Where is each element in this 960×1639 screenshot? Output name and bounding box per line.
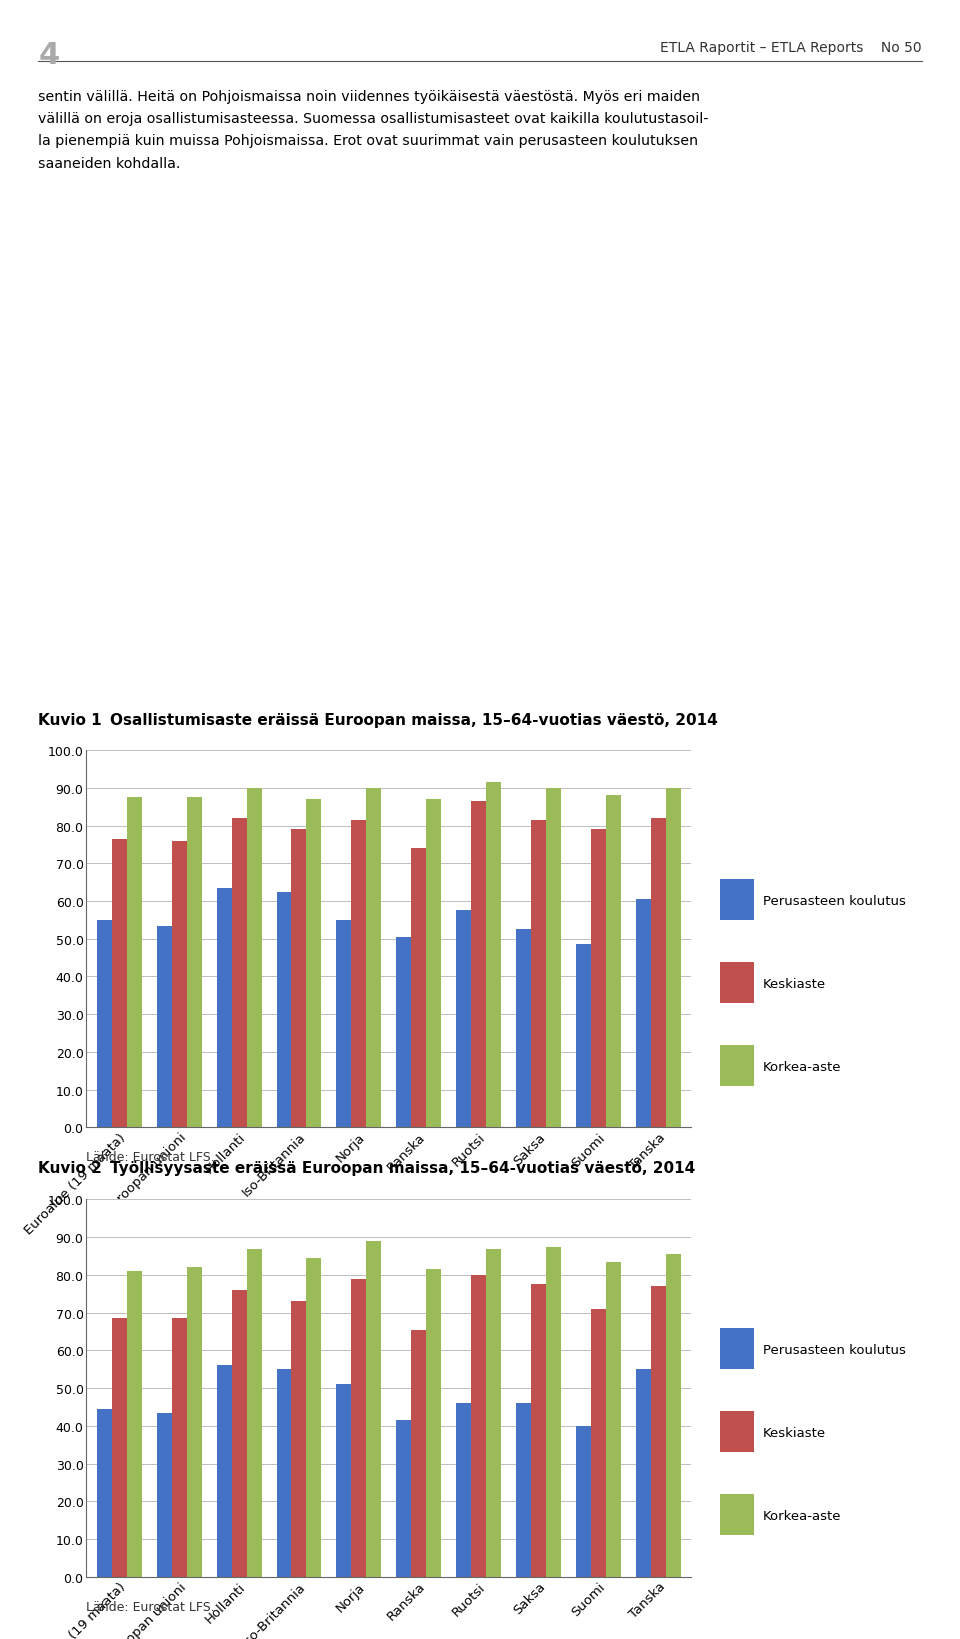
Bar (367, 1241, 381, 1577)
Bar (516, 1403, 531, 1577)
Bar (336, 921, 351, 1128)
Bar (172, 841, 186, 1128)
Bar (471, 1275, 486, 1577)
Text: la pienempiä kuin muissa Pohjoismaissa. Erot ovat suurimmat vain perusasteen kou: la pienempiä kuin muissa Pohjoismaissa. … (38, 134, 699, 149)
Bar (456, 911, 471, 1128)
Text: Korkea-aste: Korkea-aste (763, 1060, 842, 1074)
Bar (97, 921, 112, 1128)
Text: Perusasteen koulutus: Perusasteen koulutus (763, 1344, 906, 1355)
Bar (486, 1249, 501, 1577)
Bar (292, 829, 306, 1128)
Bar (576, 944, 591, 1128)
Bar (606, 1262, 621, 1577)
Bar (531, 821, 546, 1128)
Text: Kuvio 1: Kuvio 1 (38, 713, 102, 728)
Bar (651, 818, 665, 1128)
Bar (516, 929, 531, 1128)
Text: Lähde: Eurostat LFS.: Lähde: Eurostat LFS. (86, 1151, 215, 1164)
Text: ETLA Raportit – ETLA Reports    No 50: ETLA Raportit – ETLA Reports No 50 (660, 41, 922, 56)
Bar (606, 797, 621, 1128)
Bar (665, 788, 681, 1128)
Bar (576, 1426, 591, 1577)
Bar (367, 788, 381, 1128)
Bar (426, 800, 442, 1128)
Bar (546, 788, 561, 1128)
Bar (276, 1370, 292, 1577)
Text: 4: 4 (38, 41, 60, 70)
Text: Osallistumisaste eräissä Euroopan maissa, 15–64-vuotias väestö, 2014: Osallistumisaste eräissä Euroopan maissa… (110, 713, 718, 728)
Bar (97, 1410, 112, 1577)
Text: Korkea-aste: Korkea-aste (763, 1510, 842, 1523)
Text: välillä on eroja osallistumisasteessa. Suomessa osallistumisasteet ovat kaikilla: välillä on eroja osallistumisasteessa. S… (38, 111, 708, 126)
Bar (396, 1421, 411, 1577)
Bar (636, 900, 651, 1128)
Bar (292, 1301, 306, 1577)
Bar (217, 888, 231, 1128)
Bar (591, 829, 606, 1128)
Text: saaneiden kohdalla.: saaneiden kohdalla. (38, 157, 180, 170)
Bar (156, 926, 172, 1128)
Text: Työllisyysaste eräissä Euroopan maissa, 15–64-vuotias väestö, 2014: Työllisyysaste eräissä Euroopan maissa, … (110, 1160, 696, 1175)
Bar (426, 1270, 442, 1577)
Bar (351, 821, 367, 1128)
Bar (112, 1318, 127, 1577)
Bar (546, 1247, 561, 1577)
Bar (112, 839, 127, 1128)
Bar (396, 938, 411, 1128)
Bar (665, 1254, 681, 1577)
Bar (306, 800, 322, 1128)
Bar (636, 1370, 651, 1577)
Bar (306, 1259, 322, 1577)
Text: Keskiaste: Keskiaste (763, 1426, 827, 1439)
Text: Lähde: Eurostat LFS.: Lähde: Eurostat LFS. (86, 1600, 215, 1613)
Bar (186, 1267, 202, 1577)
Bar (127, 1272, 142, 1577)
Bar (247, 788, 261, 1128)
Bar (456, 1403, 471, 1577)
Bar (411, 849, 426, 1128)
Bar (276, 892, 292, 1128)
Bar (231, 1290, 247, 1577)
Bar (186, 798, 202, 1128)
Bar (411, 1329, 426, 1577)
Text: Keskiaste: Keskiaste (763, 977, 827, 990)
Bar (247, 1249, 261, 1577)
Bar (651, 1287, 665, 1577)
Text: sentin välillä. Heitä on Pohjoismaissa noin viidennes työikäisestä väestöstä. My: sentin välillä. Heitä on Pohjoismaissa n… (38, 90, 701, 105)
Text: Kuvio 2: Kuvio 2 (38, 1160, 103, 1175)
Bar (156, 1413, 172, 1577)
Bar (231, 818, 247, 1128)
Bar (471, 801, 486, 1128)
Bar (336, 1385, 351, 1577)
Bar (172, 1318, 186, 1577)
Bar (351, 1278, 367, 1577)
Bar (127, 798, 142, 1128)
Bar (591, 1310, 606, 1577)
Bar (217, 1365, 231, 1577)
Bar (531, 1285, 546, 1577)
Bar (486, 783, 501, 1128)
Text: Perusasteen koulutus: Perusasteen koulutus (763, 895, 906, 906)
